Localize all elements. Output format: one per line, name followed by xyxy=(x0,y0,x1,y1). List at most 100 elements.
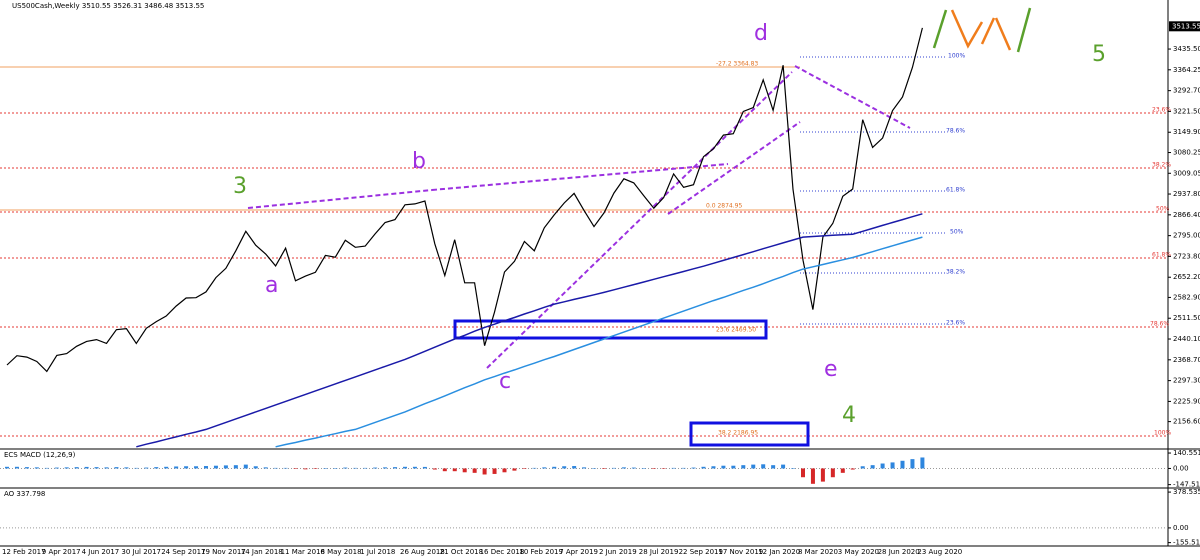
y-tick-label: 3435.50 xyxy=(1173,45,1200,53)
histogram-bar xyxy=(900,460,905,469)
histogram-bar xyxy=(174,466,179,469)
y-tick-label: 140.551 xyxy=(1173,449,1200,457)
y-tick-label: 2225.90 xyxy=(1173,397,1200,405)
projection-arrows xyxy=(932,7,1032,53)
x-tick-label: 28 Jul 2019 xyxy=(639,548,679,556)
y-tick-label: 0.00 xyxy=(1173,464,1189,472)
x-tick-label: 22 Sep 2019 xyxy=(679,548,723,556)
histogram-bar xyxy=(104,467,109,469)
histogram-bar xyxy=(303,468,308,470)
y-tick-label: 3009.05 xyxy=(1173,169,1200,177)
fib-label: 61.8% xyxy=(1152,252,1171,259)
histogram-bar xyxy=(5,466,9,469)
y-tick-label: 2937.80 xyxy=(1173,190,1200,198)
histogram-bar xyxy=(164,466,169,469)
x-tick-label: 12 Feb 2017 xyxy=(2,548,46,556)
histogram-bar xyxy=(283,467,288,469)
histogram-bar xyxy=(582,467,587,469)
fib-label: -27.2 3364.83 xyxy=(716,61,758,68)
histogram-bar xyxy=(920,457,925,469)
histogram-bar xyxy=(542,467,547,469)
y-tick-label: 2440.10 xyxy=(1173,335,1200,343)
histogram-bar xyxy=(671,467,676,469)
histogram-bar xyxy=(651,468,656,469)
price-line xyxy=(6,27,923,373)
histogram-bar xyxy=(532,467,537,469)
y-tick-label: -147.5156 xyxy=(1173,481,1200,489)
histogram-bar xyxy=(791,468,796,469)
histogram-bar xyxy=(442,468,447,472)
histogram-bar xyxy=(631,467,636,469)
histogram-bar xyxy=(850,468,855,470)
histogram-bar xyxy=(641,468,646,469)
histogram-bar xyxy=(154,467,159,469)
fib-label: 50% xyxy=(1156,206,1170,213)
chart-title: US500Cash,Weekly 3510.55 3526.31 3486.48… xyxy=(12,2,204,10)
histogram-bar xyxy=(243,464,248,469)
histogram-bar xyxy=(422,466,427,469)
histogram-bar xyxy=(124,467,129,469)
histogram-bar xyxy=(502,468,507,473)
fib-label: 23.6 2469.50 xyxy=(716,327,756,334)
panel-title: ECS MACD (12,26,9) xyxy=(4,451,76,459)
histogram-bar xyxy=(562,466,567,469)
histogram-bar xyxy=(522,468,527,469)
wave-label: 3 xyxy=(233,174,247,199)
histogram-bar xyxy=(602,468,606,469)
fib-lines xyxy=(0,112,1168,437)
histogram-bar xyxy=(711,466,716,469)
histogram-bar xyxy=(771,465,776,469)
y-tick-label: 2582.90 xyxy=(1173,293,1200,301)
histogram-bar xyxy=(890,462,895,469)
x-tick-label: 8 Mar 2020 xyxy=(798,548,838,556)
histogram-bar xyxy=(870,465,875,469)
y-tick-label: -155.5156 xyxy=(1173,539,1200,547)
histogram-bar xyxy=(761,464,766,469)
y-tick-label: 2511.50 xyxy=(1173,314,1200,322)
histogram-bar xyxy=(263,467,268,469)
y-tick-label: 2866.40 xyxy=(1173,211,1200,219)
histogram-bar xyxy=(273,467,278,469)
y-tick-label: 3080.25 xyxy=(1173,149,1200,157)
histogram-bar xyxy=(472,468,477,473)
x-tick-label: 28 Jun 2020 xyxy=(878,548,920,556)
histogram-bar xyxy=(134,467,139,469)
histogram-bar xyxy=(721,465,726,469)
histogram-bar xyxy=(691,467,696,469)
histogram-bar xyxy=(373,467,378,469)
histogram-bar xyxy=(313,468,318,469)
x-tick-label: 17 Nov 2019 xyxy=(718,548,763,556)
histogram-bar xyxy=(323,468,328,469)
histogram-bar xyxy=(184,466,189,469)
histogram-bar xyxy=(512,468,517,471)
histogram-bar xyxy=(820,468,825,482)
x-tick-label: 1 Jul 2018 xyxy=(360,548,395,556)
x-tick-label: 26 Aug 2018 xyxy=(400,548,445,556)
x-tick-label: 9 Apr 2017 xyxy=(42,548,81,556)
wave-label: b xyxy=(412,149,426,174)
y-tick-label: 3292.70 xyxy=(1173,87,1200,95)
histogram-bar xyxy=(840,468,845,473)
last-price-box xyxy=(1169,21,1200,32)
x-tick-label: 24 Sep 2017 xyxy=(161,548,205,556)
histogram-bar xyxy=(14,466,19,469)
histogram-bar xyxy=(403,466,407,469)
y-tick-label: 2297.30 xyxy=(1173,377,1200,385)
histogram-bar xyxy=(492,468,497,474)
zones xyxy=(453,319,810,447)
wave-label: 5 xyxy=(1092,42,1106,67)
x-tick-label: 2 Jun 2019 xyxy=(599,548,637,556)
histogram-bar xyxy=(114,467,119,469)
x-tick-label: 12 Jan 2020 xyxy=(758,548,800,556)
histogram-bar xyxy=(353,467,358,469)
histogram-bar xyxy=(810,468,815,484)
y-tick-label: 3149.90 xyxy=(1173,128,1200,136)
histogram-bar xyxy=(363,467,368,469)
histogram-bar xyxy=(462,468,467,473)
histogram-bar xyxy=(661,468,666,469)
histogram-bar xyxy=(731,465,736,469)
y-tick-label: 2723.80 xyxy=(1173,252,1200,260)
histogram-bar xyxy=(54,467,59,469)
